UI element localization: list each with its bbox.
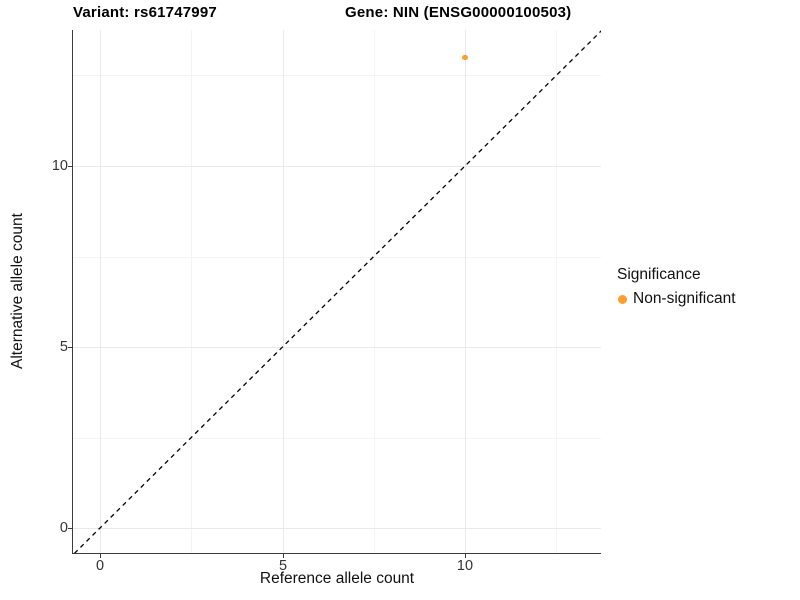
minor-gridline <box>374 30 375 553</box>
minor-gridline <box>73 257 601 258</box>
major-gridline <box>73 166 601 167</box>
data-point <box>462 54 468 60</box>
legend-item-label: Non-significant <box>633 290 736 307</box>
x-axis-tick-label: 5 <box>278 558 288 574</box>
minor-gridline <box>191 30 192 553</box>
x-axis-tick <box>283 554 284 558</box>
major-gridline <box>73 528 601 529</box>
x-axis-tick <box>100 554 101 558</box>
plot-title-gene: Gene: NIN (ENSG00000100503) <box>345 4 572 21</box>
plot-title-variant: Variant: rs61747997 <box>73 4 217 21</box>
major-gridline <box>465 30 466 553</box>
major-gridline <box>100 30 101 553</box>
minor-gridline <box>556 30 557 553</box>
minor-gridline <box>73 438 601 439</box>
x-axis-tick-label: 0 <box>95 558 105 574</box>
y-axis-tick-label: 0 <box>59 520 68 536</box>
major-gridline <box>283 30 284 553</box>
identity-dashed-line <box>73 30 601 553</box>
y-axis-tick <box>68 166 72 167</box>
minor-gridline <box>73 75 601 76</box>
y-axis-tick-label: 5 <box>59 339 68 355</box>
major-gridline <box>73 347 601 348</box>
plot-panel <box>72 30 601 554</box>
y-axis-tick <box>68 347 72 348</box>
x-axis-title: Reference allele count <box>259 570 415 587</box>
legend-item: Non-significant <box>614 290 736 308</box>
x-axis-tick-label: 10 <box>456 558 474 574</box>
y-axis-tick <box>68 528 72 529</box>
identity-line-layer <box>73 30 601 553</box>
legend-title: Significance <box>617 266 701 283</box>
legend: Significance Non-significant <box>614 266 736 308</box>
y-axis-title: Alternative allele count <box>9 213 26 369</box>
x-axis-tick <box>465 554 466 558</box>
legend-point-icon <box>618 294 627 304</box>
y-axis-tick-label: 10 <box>51 158 68 174</box>
